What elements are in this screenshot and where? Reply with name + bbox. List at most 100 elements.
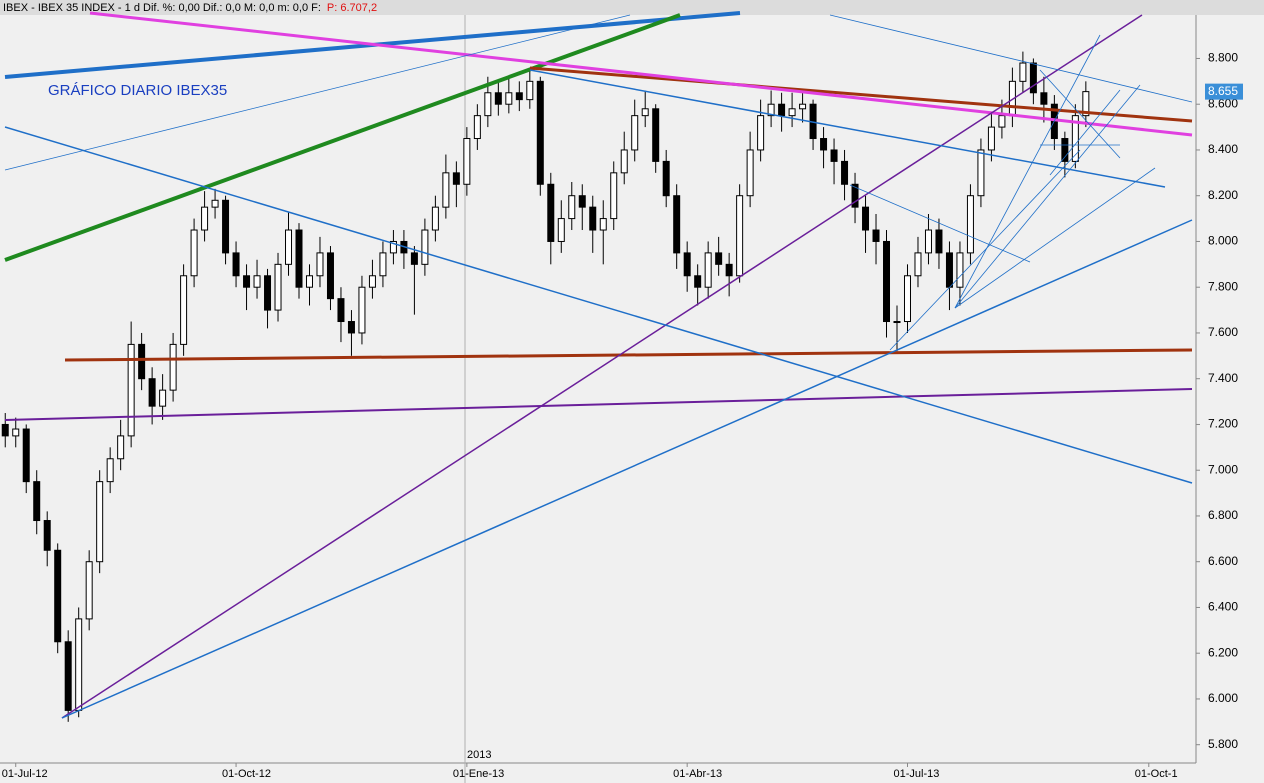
candle-body (431, 206, 439, 231)
candle-body (43, 520, 51, 551)
candle-body (526, 80, 534, 101)
trend-line (889, 149, 1081, 351)
candle-body (442, 172, 450, 208)
candle-body (652, 108, 660, 162)
candle-body (662, 160, 670, 197)
x-tick-label: 01-Ene-13 (453, 768, 504, 780)
candle-body (557, 218, 565, 242)
candle-body (987, 126, 995, 151)
candle-body (180, 275, 188, 345)
candle-body (305, 275, 313, 288)
candle-body (264, 275, 272, 311)
y-tick-label: 7.000 (1208, 462, 1238, 476)
candle-body (599, 218, 607, 231)
candle-body (851, 183, 859, 208)
y-tick-label: 5.800 (1208, 737, 1238, 751)
trend-line (4, 14, 631, 171)
trend-line (61, 14, 1143, 719)
candle-body (1071, 115, 1079, 162)
last-price-box (1205, 83, 1243, 100)
candle-body (505, 92, 513, 105)
candle-body (956, 252, 964, 288)
y-tick-label: 7.800 (1208, 279, 1238, 293)
candle-body (85, 561, 93, 620)
trend-lines (4, 11, 1193, 719)
candle-body (757, 115, 765, 151)
candle-body (316, 252, 324, 277)
y-tick-label: 8.200 (1208, 188, 1238, 202)
y-tick-label: 6.000 (1208, 691, 1238, 705)
candle-body (1061, 138, 1069, 162)
candle-body (799, 103, 807, 110)
candle-body (22, 428, 30, 483)
y-tick-label: 8.000 (1208, 234, 1238, 248)
candle-body (1019, 62, 1027, 82)
x-tick-label: 01-Oct-1 (1135, 768, 1178, 780)
y-tick-label: 8.400 (1208, 142, 1238, 156)
candle-body (494, 92, 502, 105)
trend-line (529, 69, 1166, 188)
candle-body (788, 108, 796, 117)
candle-body (1029, 62, 1037, 94)
candle-body (568, 195, 576, 220)
candle-body (190, 229, 198, 277)
candle-body (862, 206, 870, 231)
candle-body (421, 229, 429, 265)
candle-body (358, 286, 366, 334)
trend-line (4, 388, 1193, 421)
candle-body (389, 240, 397, 254)
y-tick-label: 7.200 (1208, 417, 1238, 431)
candle-body (883, 240, 891, 323)
candle-body (379, 252, 387, 277)
candle-body (935, 229, 943, 254)
candle-body (515, 92, 523, 101)
candle-body (232, 252, 240, 277)
candle-body (977, 149, 985, 197)
candle-body (211, 199, 219, 208)
candle-body (452, 172, 460, 185)
candle-body (368, 275, 376, 288)
candle-body (820, 138, 828, 151)
candle-body (117, 435, 125, 460)
candle-body (473, 115, 481, 140)
trend-line (4, 126, 1193, 484)
candle-body (12, 428, 20, 437)
candle-body (138, 343, 146, 380)
candle-body (410, 252, 418, 265)
candle-body (337, 298, 345, 323)
candle-body (841, 160, 849, 185)
candle-body (169, 343, 177, 391)
candle-body (715, 252, 723, 265)
candle-body (484, 92, 492, 117)
trend-line (829, 14, 1193, 103)
y-tick-label: 6.600 (1208, 554, 1238, 568)
candle-body (285, 229, 293, 265)
candle-body (778, 103, 786, 117)
trend-line (1049, 89, 1121, 176)
y-tick-label: 6.200 (1208, 645, 1238, 659)
candle-body (54, 549, 62, 643)
trend-line (954, 167, 1156, 309)
candle-body (274, 263, 282, 311)
candle-body (683, 252, 691, 277)
candle-body (1, 423, 9, 437)
candle-body (536, 80, 544, 185)
candle-body (127, 343, 135, 437)
header-bar (0, 0, 1264, 15)
candle-body (830, 149, 838, 162)
candle-body (1040, 92, 1048, 105)
chart-title: GRÁFICO DIARIO IBEX35 (48, 82, 227, 99)
candle-body (1082, 91, 1090, 117)
candle-body (253, 275, 261, 288)
candle-body (914, 252, 922, 277)
y-tick-label: 6.800 (1208, 508, 1238, 522)
candle-body (903, 275, 911, 323)
candle-body (736, 195, 744, 277)
candle-body (924, 229, 932, 254)
trend-line (61, 219, 1193, 719)
candle-body (159, 389, 167, 407)
candle-body (767, 103, 775, 117)
candle-body (243, 275, 251, 288)
x-tick-label: 01-Jul-13 (893, 768, 939, 780)
